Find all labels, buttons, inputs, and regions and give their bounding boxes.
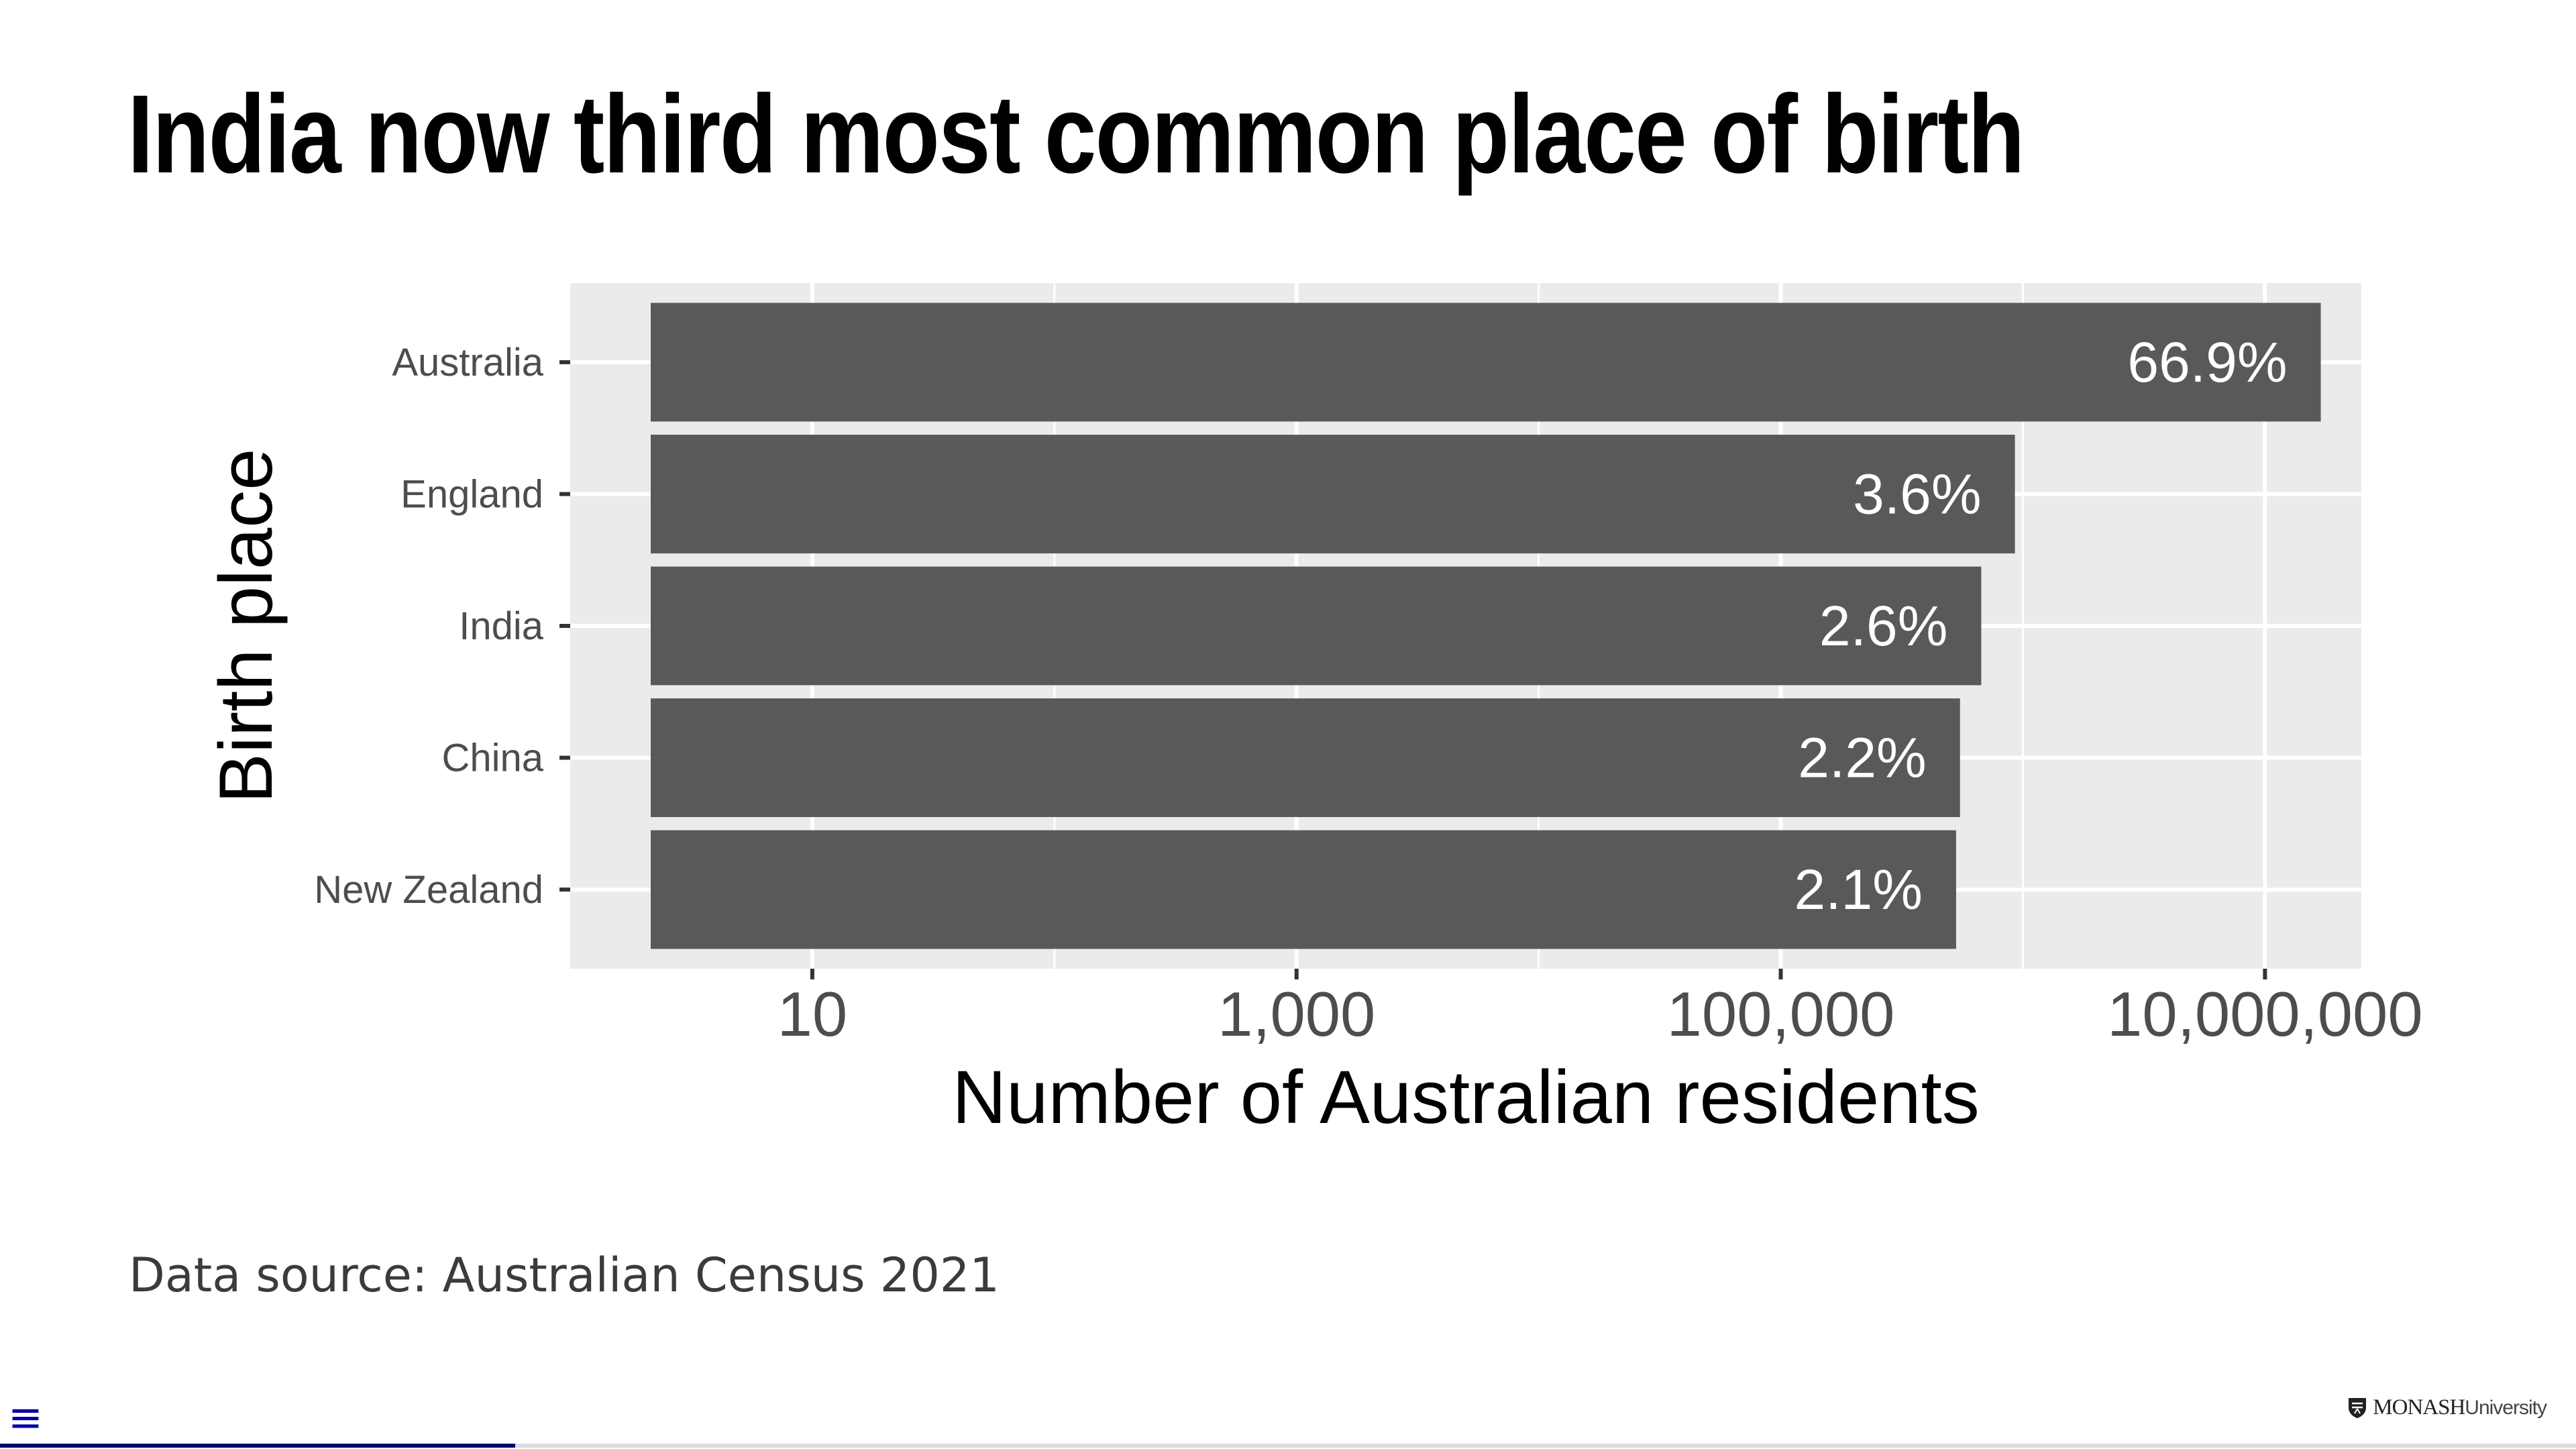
slide-progress-bar [0,1444,2576,1448]
y-axis-title: Birth place [204,448,288,803]
bar-data-label: 2.2% [1798,727,1926,790]
x-tick-label: 100,000 [1667,979,1895,1049]
slide-progress-fill [0,1444,515,1448]
x-tick-label: 1,000 [1218,979,1375,1049]
brand-sub-text: University [2465,1396,2547,1419]
y-tick-label: England [400,472,543,516]
brand-main-text: MONASH [2373,1395,2465,1419]
bar-new-zealand [651,830,1956,949]
hamburger-menu-icon[interactable]: ≡ [8,1393,43,1442]
bar-data-label: 3.6% [1853,462,1981,525]
x-tick-label: 10 [777,979,848,1049]
bar-england [651,435,2015,553]
bar-china [651,698,1960,817]
bar-india [651,566,1982,686]
y-tick-label: Australia [392,341,543,384]
crest-icon [2349,1397,2367,1418]
bar-data-label: 66.9% [2127,331,2287,394]
bar-data-label: 2.6% [1819,594,1947,657]
x-tick-label: 10,000,000 [2107,979,2422,1049]
y-tick-label: China [441,737,543,780]
y-tick-label: India [459,604,544,648]
data-source-note: Data source: Australian Census 2021 [129,1248,1000,1303]
monash-university-logo: MONASH University [2347,1395,2547,1420]
bar-australia [651,303,2321,422]
x-axis-title: Number of Australian residents [952,1055,1979,1139]
slide-title: India now third most common place of bir… [127,72,2025,197]
y-tick-label: New Zealand [314,868,543,912]
bar-data-label: 2.1% [1794,858,1922,921]
